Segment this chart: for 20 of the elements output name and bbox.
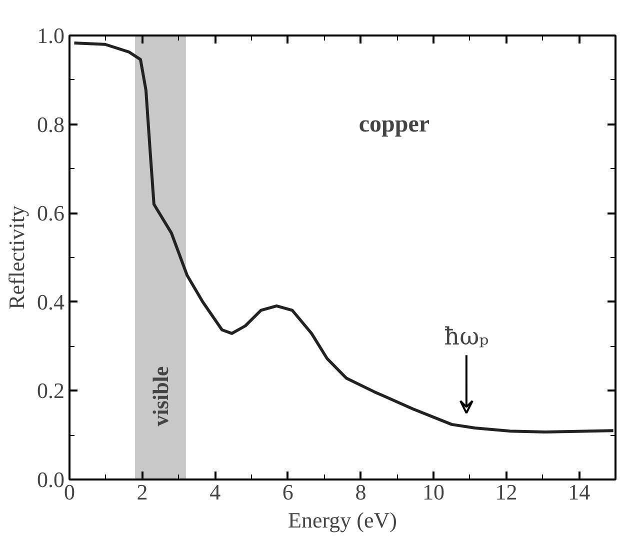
y-axis-title: Reflectivity [4, 206, 29, 310]
x-tick-label: 12 [495, 480, 518, 504]
x-tick-label: 0 [64, 480, 75, 504]
annotation: copper [358, 111, 430, 138]
x-tick-label: 4 [210, 480, 221, 504]
x-axis-title: Energy (eV) [288, 508, 397, 532]
y-tick-label: 0.2 [37, 378, 64, 404]
line-series [72, 42, 615, 434]
x-tick-label: 8 [355, 480, 366, 504]
y-tick-label: 0.6 [37, 200, 64, 226]
y-tick-label: 1.0 [37, 23, 64, 48]
annotation: ħωₚ [444, 322, 489, 351]
x-tick-label: 14 [568, 480, 590, 504]
y-tick-label: 0.0 [37, 467, 64, 492]
x-tick-label: 6 [282, 480, 294, 504]
x-tick-label: 2 [136, 480, 148, 504]
y-tick-label: 0.4 [37, 289, 64, 314]
x-tick-label: 10 [422, 480, 444, 504]
y-tick-label: 0.8 [37, 112, 64, 137]
band-label: visible [148, 366, 173, 426]
